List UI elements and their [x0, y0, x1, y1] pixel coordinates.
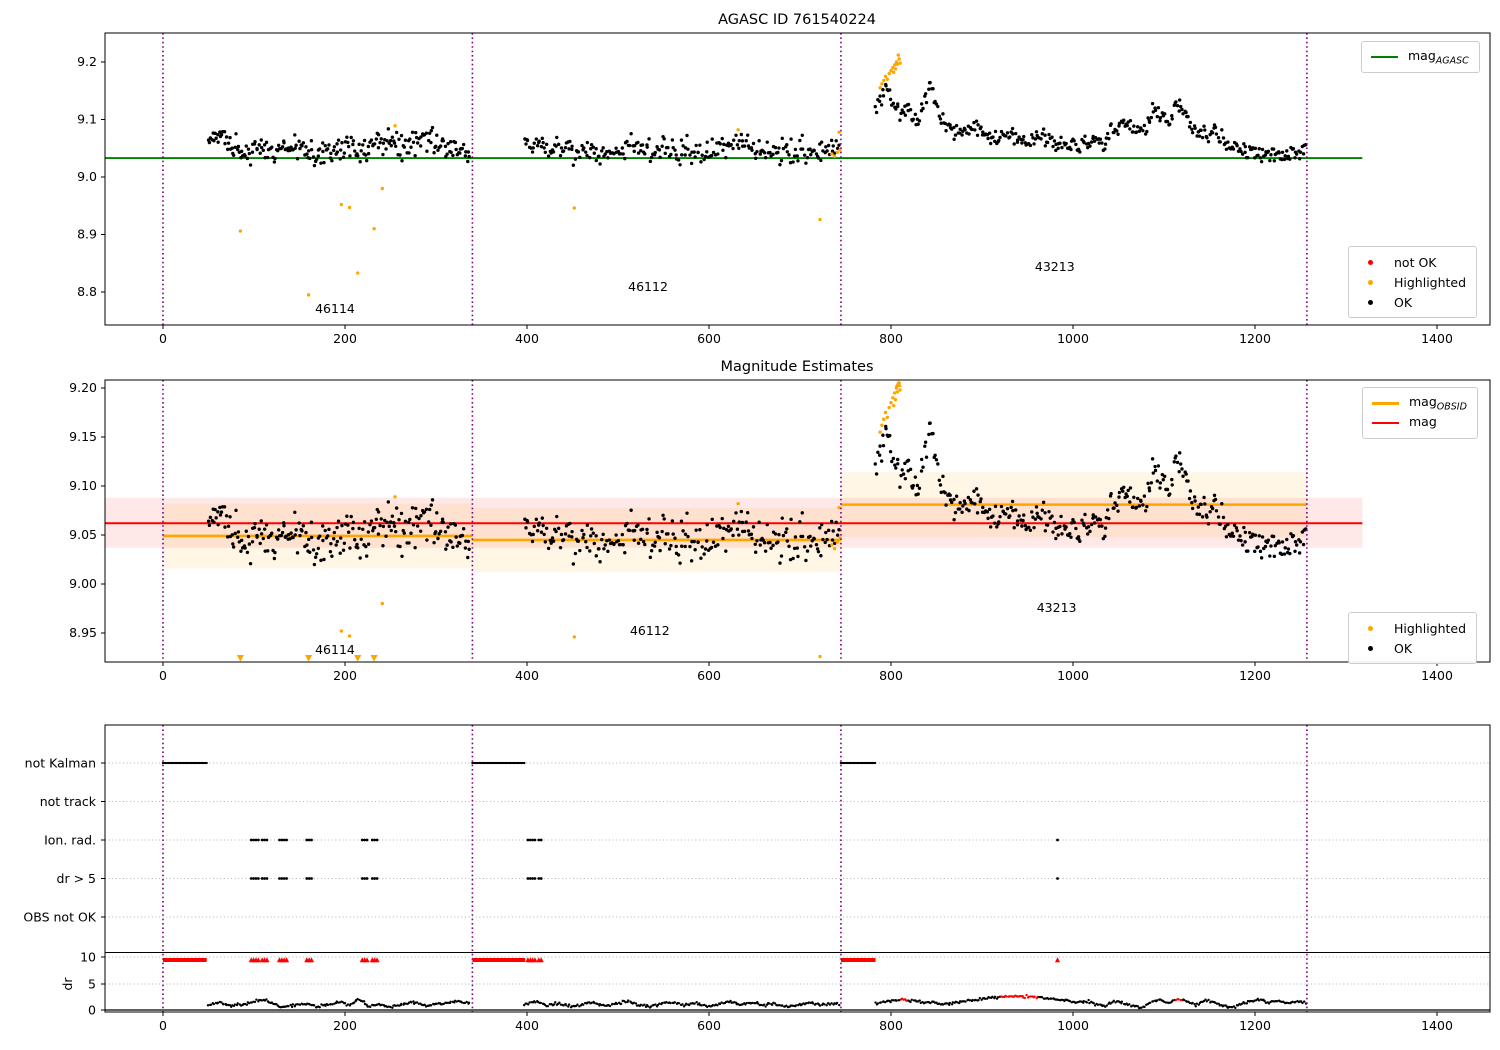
- svg-text:200: 200: [333, 331, 357, 346]
- legend-mag-obsid: magOBSID mag: [1362, 387, 1478, 439]
- svg-text:1000: 1000: [1057, 668, 1089, 683]
- svg-text:46112: 46112: [628, 279, 668, 294]
- legend-label: OK: [1394, 640, 1413, 656]
- svg-text:43213: 43213: [1037, 600, 1077, 615]
- svg-text:600: 600: [697, 668, 721, 683]
- svg-text:OBS not OK: OBS not OK: [23, 910, 96, 925]
- svg-text:600: 600: [697, 331, 721, 346]
- svg-text:1200: 1200: [1239, 331, 1271, 346]
- svg-text:10: 10: [80, 950, 96, 965]
- svg-text:0: 0: [159, 668, 167, 683]
- middle-plot-title: Magnitude Estimates: [720, 359, 874, 375]
- legend-item-not-ok: not OK: [1358, 252, 1466, 272]
- svg-text:0: 0: [159, 1018, 167, 1033]
- legend-item-mag-obsid: magOBSID: [1372, 393, 1467, 413]
- svg-text:1200: 1200: [1239, 668, 1271, 683]
- svg-text:dr > 5: dr > 5: [57, 871, 96, 886]
- legend-item-mag-agasc: magAGASC: [1371, 47, 1469, 67]
- svg-text:9.1: 9.1: [77, 112, 97, 127]
- svg-text:43213: 43213: [1035, 259, 1075, 274]
- svg-text:not track: not track: [40, 794, 97, 809]
- svg-text:200: 200: [333, 1018, 357, 1033]
- green-line-swatch: [1371, 56, 1398, 58]
- legend-item-highlighted: Highlighted: [1358, 272, 1466, 292]
- svg-text:800: 800: [879, 331, 903, 346]
- svg-text:Ion. rad.: Ion. rad.: [44, 833, 96, 848]
- svg-text:dr: dr: [60, 977, 75, 991]
- svg-text:1400: 1400: [1421, 331, 1453, 346]
- svg-text:9.00: 9.00: [69, 576, 97, 591]
- svg-text:8.8: 8.8: [77, 284, 97, 299]
- svg-text:9.15: 9.15: [69, 429, 97, 444]
- svg-text:200: 200: [333, 668, 357, 683]
- svg-text:600: 600: [697, 1018, 721, 1033]
- red-line-swatch: [1372, 422, 1399, 424]
- svg-text:400: 400: [515, 1018, 539, 1033]
- svg-text:400: 400: [515, 331, 539, 346]
- svg-text:1400: 1400: [1421, 1018, 1453, 1033]
- svg-text:46114: 46114: [315, 642, 355, 657]
- black-dot-icon: [1368, 299, 1373, 305]
- legend-item-highlighted: Highlighted: [1358, 618, 1466, 638]
- red-dot-icon: [1368, 259, 1373, 265]
- svg-text:400: 400: [515, 668, 539, 683]
- svg-text:800: 800: [879, 668, 903, 683]
- legend-item-mag: mag: [1372, 413, 1467, 433]
- legend-status2: Highlighted OK: [1348, 612, 1478, 664]
- svg-text:8.9: 8.9: [77, 227, 97, 242]
- svg-text:0: 0: [159, 331, 167, 346]
- top-plot-title: AGASC ID 761540224: [718, 12, 876, 28]
- legend-mag-agasc: magAGASC: [1361, 41, 1480, 73]
- svg-text:1000: 1000: [1057, 331, 1089, 346]
- svg-text:9.05: 9.05: [69, 527, 97, 542]
- svg-text:9.20: 9.20: [69, 380, 97, 395]
- legend-label: magOBSID: [1409, 393, 1467, 413]
- legend-label: Highlighted: [1394, 620, 1467, 636]
- legend-item-ok: OK: [1358, 292, 1466, 312]
- svg-text:1400: 1400: [1421, 668, 1453, 683]
- orange-line-swatch: [1372, 401, 1399, 405]
- svg-text:46112: 46112: [630, 623, 670, 638]
- legend-status: not OK Highlighted OK: [1348, 246, 1478, 318]
- legend-label: magAGASC: [1408, 47, 1469, 67]
- svg-text:800: 800: [879, 1018, 903, 1033]
- svg-text:1200: 1200: [1239, 1018, 1271, 1033]
- legend-label: Highlighted: [1394, 274, 1467, 290]
- legend-label: mag: [1409, 413, 1437, 429]
- orange-dot-icon: [1368, 625, 1373, 631]
- svg-text:9.10: 9.10: [69, 478, 97, 493]
- orange-dot-icon: [1368, 279, 1373, 285]
- svg-text:1000: 1000: [1057, 1018, 1089, 1033]
- legend-label: not OK: [1394, 254, 1437, 270]
- svg-text:8.95: 8.95: [69, 625, 97, 640]
- svg-text:9.0: 9.0: [77, 169, 97, 184]
- svg-text:0: 0: [88, 1003, 96, 1018]
- svg-text:not Kalman: not Kalman: [25, 756, 96, 771]
- legend-item-ok: OK: [1358, 638, 1466, 658]
- black-dot-icon: [1368, 645, 1373, 651]
- legend-label: OK: [1394, 294, 1413, 310]
- svg-text:5: 5: [88, 977, 96, 992]
- svg-text:9.2: 9.2: [77, 54, 97, 69]
- svg-text:46114: 46114: [315, 301, 355, 316]
